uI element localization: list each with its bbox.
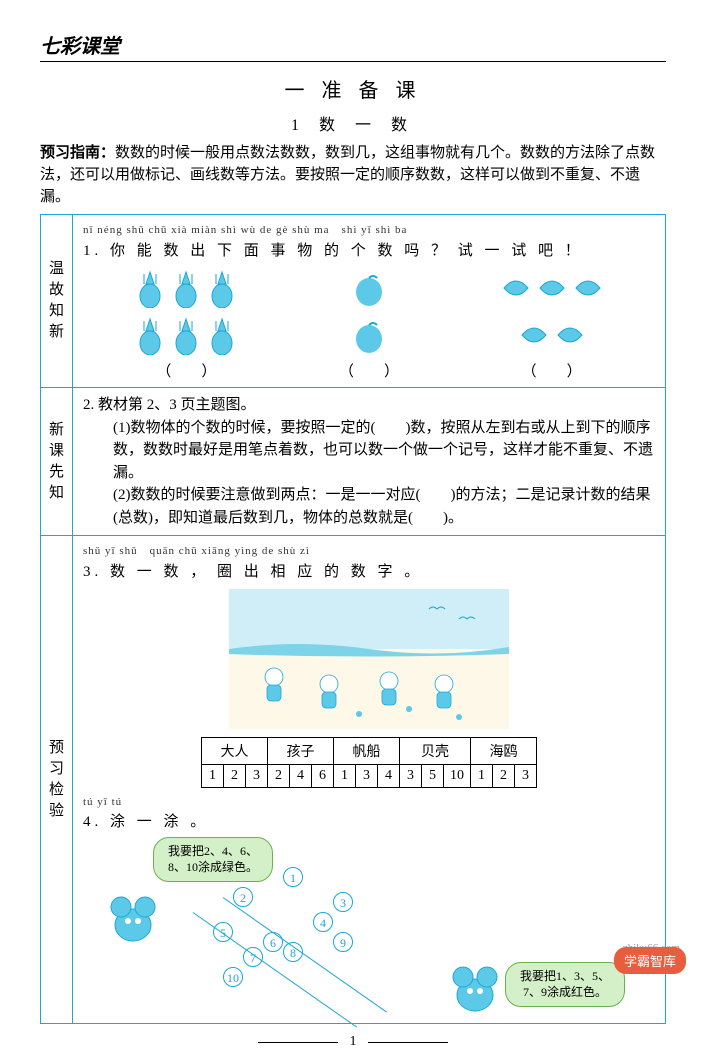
question-1-text: 1. 你 能 数 出 下 面 事 物 的 个 数 吗 ？ 试 一 试 吧 ！ — [83, 243, 584, 259]
count-item — [353, 315, 385, 355]
number-circle: 3 — [333, 892, 353, 912]
count-item — [518, 315, 550, 355]
blank-3: （ ） — [522, 364, 582, 380]
brand-logo: 七彩课堂 — [40, 30, 666, 59]
item2-1: (1)数物体的个数的时候，要按照一定的( )数，按照从左到右或从上到下的顺序数，… — [83, 417, 655, 485]
mouse-left-icon — [103, 887, 163, 947]
item2-2: (2)数数的时候要注意做到两点：一是一一对应( )的方法；二是记录计数的结果(总… — [83, 484, 655, 529]
table-header: 贝壳 — [400, 738, 471, 765]
count-table: 大人孩子帆船贝壳海鸥 1232461343510123 — [201, 737, 537, 788]
section-label-yuxi: 预习检验 — [41, 536, 73, 1024]
section-content-wengu: nǐ néng shǔ chū xià miàn shì wù de gè sh… — [73, 215, 666, 388]
beach-illustration — [229, 589, 509, 729]
header-divider — [40, 61, 666, 62]
count-item — [206, 268, 238, 308]
chapter-title: 一 准 备 课 — [40, 74, 666, 103]
blank-2: （ ） — [339, 364, 399, 380]
page-number: 1 — [350, 1034, 357, 1049]
count-item — [170, 268, 202, 308]
number-circle: 10 — [223, 967, 243, 987]
pineapple-group: （ ） — [132, 266, 240, 381]
table-cell: 3 — [400, 765, 422, 788]
table-cell: 2 — [224, 765, 246, 788]
table-header: 帆船 — [334, 738, 400, 765]
pinyin-line-4: tú yī tú — [83, 796, 655, 808]
table-header: 海鸥 — [471, 738, 537, 765]
table-cell: 2 — [268, 765, 290, 788]
count-item — [536, 268, 568, 308]
leaf-group: （ ） — [498, 266, 606, 381]
speech-bubble-2: 我要把1、3、5、7、9涂成红色。 — [505, 962, 625, 1007]
number-circle: 2 — [233, 887, 253, 907]
count-item — [554, 315, 586, 355]
content-table: 温故知新 nǐ néng shǔ chū xià miàn shì wù de … — [40, 214, 666, 1024]
section-content-xinke: 2. 教材第 2、3 页主题图。 (1)数物体的个数的时候，要按照一定的( )数… — [73, 388, 666, 536]
table-cell: 3 — [515, 765, 537, 788]
table-cell: 2 — [493, 765, 515, 788]
question-3-text: 3. 数 一 数 ， 圈 出 相 应 的 数 字 。 — [83, 564, 423, 580]
number-circle: 8 — [283, 942, 303, 962]
pinyin-line-3: shǔ yī shǔ quān chū xiāng yìng de shù zì — [83, 542, 655, 558]
item2-head: 2. 教材第 2、3 页主题图。 — [83, 394, 655, 417]
number-circle: 1 — [283, 867, 303, 887]
blob-group: （ ） — [339, 266, 399, 381]
count-items-row: （ ） （ ） （ ） — [83, 266, 655, 381]
number-circle: 9 — [333, 932, 353, 952]
table-cell: 6 — [312, 765, 334, 788]
table-cell: 3 — [246, 765, 268, 788]
pinyin-line-1: nǐ néng shǔ chū xià miàn shì wù de gè sh… — [83, 221, 655, 237]
lesson-subtitle: 1 数 一 数 — [40, 111, 666, 135]
table-header: 大人 — [202, 738, 268, 765]
number-circle: 7 — [243, 947, 263, 967]
page-footer: 1 — [40, 1034, 666, 1050]
speech-bubble-1: 我要把2、4、6、8、10涂成绿色。 — [153, 837, 273, 882]
table-cell: 10 — [444, 765, 471, 788]
guide-label: 预习指南： — [40, 145, 115, 161]
table-cell: 4 — [378, 765, 400, 788]
section-label-wengu: 温故知新 — [41, 215, 73, 388]
table-cell: 3 — [356, 765, 378, 788]
blank-1: （ ） — [156, 364, 216, 380]
number-circle: 6 — [263, 932, 283, 952]
table-cell: 1 — [334, 765, 356, 788]
count-item — [572, 268, 604, 308]
count-item — [353, 268, 385, 308]
number-circle: 4 — [313, 912, 333, 932]
section-label-xinke: 新课先知 — [41, 388, 73, 536]
count-item — [134, 315, 166, 355]
preview-guide: 预习指南：数数的时候一般用点数法数数，数到几，这组事物就有几个。数数的方法除了点… — [40, 143, 666, 208]
guide-text: 数数的时候一般用点数法数数，数到几，这组事物就有几个。数数的方法除了点数法，还可… — [40, 145, 655, 205]
table-cell: 5 — [422, 765, 444, 788]
count-item — [134, 268, 166, 308]
section-content-yuxi: shǔ yī shǔ quān chū xiāng yìng de shù zì… — [73, 536, 666, 1024]
table-cell: 1 — [471, 765, 493, 788]
count-item — [170, 315, 202, 355]
watermark-badge: 学霸智库 — [614, 947, 686, 974]
table-header: 孩子 — [268, 738, 334, 765]
count-item — [206, 315, 238, 355]
count-item — [500, 268, 532, 308]
question-4-text: 4. 涂 一 涂 。 — [83, 814, 209, 830]
table-cell: 1 — [202, 765, 224, 788]
mouse-right-icon — [445, 957, 505, 1017]
table-cell: 4 — [290, 765, 312, 788]
coloring-activity: 我要把2、4、6、8、10涂成绿色。 我要把1、3、5、7、9涂成红色。 1 2 3… — [83, 837, 655, 1017]
